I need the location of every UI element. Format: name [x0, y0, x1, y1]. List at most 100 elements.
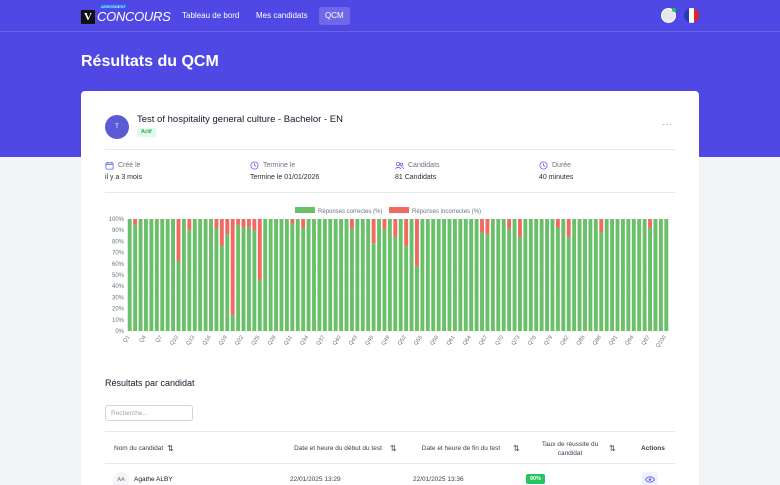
- nav-candidates[interactable]: Mes candidats: [256, 11, 308, 20]
- bar-correct: [550, 219, 555, 331]
- bar-incorrect: [176, 219, 181, 262]
- search-input[interactable]: [105, 405, 193, 421]
- bar-correct: [339, 219, 344, 331]
- x-tick-label: Q28: [267, 335, 278, 347]
- meta-label: Termine le: [263, 161, 296, 169]
- view-details-button[interactable]: [642, 472, 658, 485]
- x-tick-label: Q67: [478, 335, 489, 347]
- bar-correct: [442, 219, 447, 331]
- bar-incorrect: [507, 219, 512, 230]
- bar-incorrect: [555, 219, 560, 228]
- bar-correct: [176, 261, 181, 331]
- bar-incorrect: [230, 219, 235, 316]
- online-indicator: [672, 8, 676, 12]
- y-tick-label: 60%: [112, 262, 125, 268]
- bar-correct: [664, 219, 669, 331]
- table-row: AA Agathe ALBY 22/01/2025 13:29 22/01/20…: [105, 469, 675, 485]
- bar-incorrect: [187, 219, 192, 231]
- sort-icon[interactable]: ⇅: [390, 444, 397, 453]
- bar-incorrect: [599, 219, 604, 233]
- candidate-initials: AA: [113, 472, 129, 485]
- y-tick-label: 10%: [112, 318, 125, 324]
- bar-correct: [165, 219, 170, 331]
- brand-logo[interactable]: V ASSESSMENT CONCOURS: [81, 4, 171, 24]
- x-tick-label: Q49: [381, 335, 392, 347]
- bar-correct: [517, 236, 522, 331]
- bar-correct: [214, 227, 219, 331]
- col-end[interactable]: Date et heure de fin du test ⇅: [413, 432, 525, 465]
- meta-value: Termine le 01/01/2026: [250, 174, 320, 181]
- bar-incorrect: [404, 219, 409, 246]
- x-tick-label: Q85: [576, 335, 587, 347]
- meta-label: Créé le: [118, 161, 141, 169]
- x-tick-label: Q55: [413, 335, 424, 347]
- bar-correct: [322, 219, 327, 331]
- x-tick-label: Q19: [218, 335, 229, 347]
- bar-correct: [534, 219, 539, 331]
- x-tick-label: Q64: [462, 335, 473, 347]
- bar-correct: [127, 219, 132, 331]
- bar-correct: [415, 266, 419, 331]
- bar-correct: [620, 219, 625, 331]
- bar-correct: [366, 219, 371, 331]
- bar-incorrect: [246, 219, 251, 227]
- bar-correct: [371, 243, 376, 331]
- meta-label: Candidats: [408, 161, 440, 169]
- bar-correct: [209, 219, 213, 331]
- sort-icon[interactable]: ⇅: [609, 444, 616, 453]
- meta-value: il y a 3 mois: [105, 174, 142, 181]
- bar-incorrect: [241, 219, 246, 228]
- col-rate[interactable]: Taux de réussite du candidat ⇅: [535, 432, 627, 465]
- bar-correct: [279, 219, 284, 331]
- success-rate-badge: 90%: [526, 474, 546, 484]
- bar-correct: [658, 219, 663, 331]
- bar-correct: [469, 219, 474, 331]
- bar-incorrect: [480, 219, 484, 233]
- bar-correct: [447, 219, 452, 331]
- x-tick-label: Q40: [332, 335, 343, 347]
- x-tick-label: Q10: [169, 335, 180, 347]
- legend-label: Réponses correctes (%): [318, 209, 382, 215]
- bar-correct: [355, 219, 360, 331]
- brand-name: ASSESSMENT CONCOURS: [97, 4, 171, 24]
- bar-correct: [463, 219, 468, 331]
- bar-correct: [360, 219, 365, 331]
- bar-correct: [398, 219, 403, 331]
- bar-correct: [512, 219, 517, 331]
- x-tick-label: Q94: [625, 335, 636, 347]
- col-start[interactable]: Date et heure du début du test ⇅: [290, 432, 402, 465]
- qcm-card: T Test of hospitality general culture - …: [81, 91, 699, 485]
- bar-correct: [225, 234, 230, 331]
- meta-candidates: Candidats 81 Candidats: [395, 160, 535, 182]
- bar-correct: [523, 219, 528, 331]
- sort-icon[interactable]: ⇅: [513, 444, 520, 453]
- user-avatar[interactable]: [661, 8, 676, 23]
- col-name[interactable]: Nom du candidat ⇅: [114, 432, 174, 465]
- test-title: Test of hospitality general culture - Ba…: [137, 114, 343, 125]
- nav-dashboard[interactable]: Tableau de bord: [182, 11, 240, 20]
- bar-incorrect: [214, 219, 219, 228]
- bar-correct: [528, 219, 533, 331]
- bar-correct: [610, 219, 615, 331]
- bar-correct: [230, 315, 235, 331]
- x-tick-label: Q70: [494, 335, 505, 347]
- y-tick-label: 70%: [112, 251, 125, 257]
- bar-correct: [593, 219, 598, 331]
- bar-correct: [490, 219, 495, 331]
- x-tick-label: Q46: [364, 335, 375, 347]
- bar-correct: [599, 232, 604, 331]
- more-options-button[interactable]: ···: [662, 120, 673, 129]
- bar-correct: [382, 229, 387, 331]
- meta-created: Créé le il y a 3 mois: [105, 160, 245, 181]
- language-flag-icon[interactable]: [684, 8, 699, 23]
- bar-incorrect: [393, 219, 398, 237]
- bar-correct: [539, 219, 544, 331]
- nav-qcm[interactable]: QCM: [319, 7, 350, 25]
- bar-incorrect: [349, 219, 354, 230]
- legend-label: Réponses incorrectes (%): [412, 209, 481, 215]
- bar-correct: [393, 236, 398, 331]
- sort-icon[interactable]: ⇅: [167, 444, 174, 453]
- bar-incorrect: [566, 219, 571, 237]
- logo-mark: V: [81, 9, 95, 24]
- bar-correct: [604, 219, 609, 331]
